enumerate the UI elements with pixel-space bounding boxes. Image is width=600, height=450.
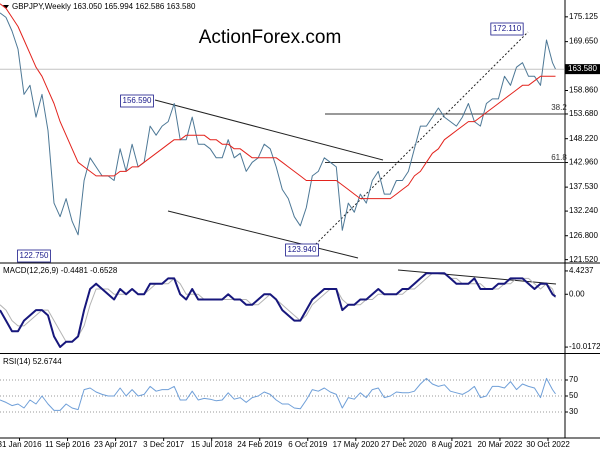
price-annotation: 122.750 [20,251,49,260]
x-tick-label: 27 Dec 2020 [381,440,427,449]
series-line [0,12,556,236]
trend-line [309,31,529,251]
x-tick-label: 15 Jul 2018 [191,440,233,449]
y-tick-label: 70 [569,375,578,384]
x-tick-label: 17 May 2020 [333,440,380,449]
y-tick-label: 132.240 [569,206,598,215]
x-tick-label: 20 Mar 2022 [477,440,522,449]
chart-title: GBPJPY,Weekly 163.050 165.994 162.586 16… [12,2,196,11]
y-tick-label: 153.680 [569,109,598,118]
divergence-line [397,269,557,285]
channel-line [167,210,359,259]
panel-title: RSI(14) 52.6744 [3,357,62,366]
y-tick-label: 158.860 [569,86,598,95]
annotation-box [17,249,51,263]
y-tick-label: 148.220 [569,134,598,143]
watermark: ActionForex.com [199,27,342,48]
series-line [0,3,556,200]
price-annotation: 156.590 [123,96,152,105]
y-tick-label: 137.530 [569,182,598,191]
channel-line [154,99,384,161]
annotation-box [120,94,154,108]
fibonacci-label: 38.2 [551,103,567,112]
panel-title: MACD(12,26,9) -0.4481 -0.6528 [3,266,118,275]
annotation-box [490,22,524,36]
x-tick-label: 23 Apr 2017 [94,440,138,449]
x-tick-label: 8 Aug 2021 [432,440,473,449]
x-tick-label: 31 Jan 2016 [0,440,42,449]
series-line [0,377,556,411]
x-tick-label: 30 Oct 2022 [526,440,570,449]
current-price-box [565,64,600,75]
x-tick-label: 6 Oct 2019 [288,440,328,449]
y-tick-label: 0.00 [569,289,585,298]
y-tick-label: -10.0172 [569,342,600,351]
y-tick-label: 4.4237 [569,266,594,275]
y-tick-label: 50 [569,391,578,400]
y-tick-label: 126.800 [569,231,598,240]
y-tick-label: 121.520 [569,255,598,264]
current-price-label: 163.580 [568,64,597,73]
price-annotation: 172.110 [493,24,522,33]
price-annotation: 123.940 [288,245,317,254]
x-tick-label: 11 Sep 2016 [45,440,90,449]
collapse-icon [3,5,9,9]
series-line [0,272,557,348]
y-tick-label: 142.960 [569,158,598,167]
annotation-box [285,243,319,257]
x-tick-label: 3 Dec 2017 [143,440,184,449]
x-tick-label: 24 Feb 2019 [237,440,282,449]
y-tick-label: 169.650 [569,37,598,46]
y-tick-label: 175.125 [569,12,598,21]
fibonacci-label: 61.8 [551,153,567,162]
y-tick-label: 30 [569,407,578,416]
